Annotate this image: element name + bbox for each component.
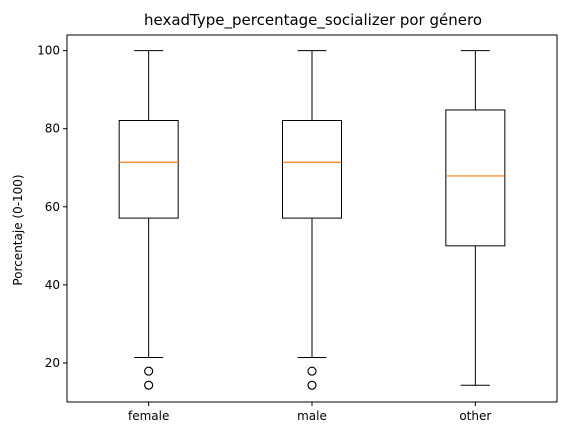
- outlier-point: [144, 366, 154, 376]
- x-tick-label: female: [128, 409, 169, 423]
- box-iqr: [282, 120, 342, 219]
- x-tick-label: other: [459, 409, 491, 423]
- y-tick-label: 100: [37, 44, 60, 58]
- y-axis-label: Porcentaje (0-100): [11, 174, 25, 285]
- x-tick-label: male: [297, 409, 327, 423]
- y-tick-label: 60: [45, 200, 60, 214]
- outlier-point: [307, 380, 317, 390]
- y-tick-label: 40: [45, 278, 60, 292]
- outlier-point: [144, 380, 154, 390]
- y-tick-label: 80: [45, 122, 60, 136]
- box-iqr: [445, 109, 506, 247]
- plot-area: 20 40 60 80 100 female male other: [37, 34, 558, 423]
- box-iqr: [118, 120, 179, 219]
- chart-title: hexadType_percentage_socializer por géne…: [144, 11, 482, 30]
- y-tick-label: 20: [45, 356, 60, 370]
- outlier-point: [307, 366, 317, 376]
